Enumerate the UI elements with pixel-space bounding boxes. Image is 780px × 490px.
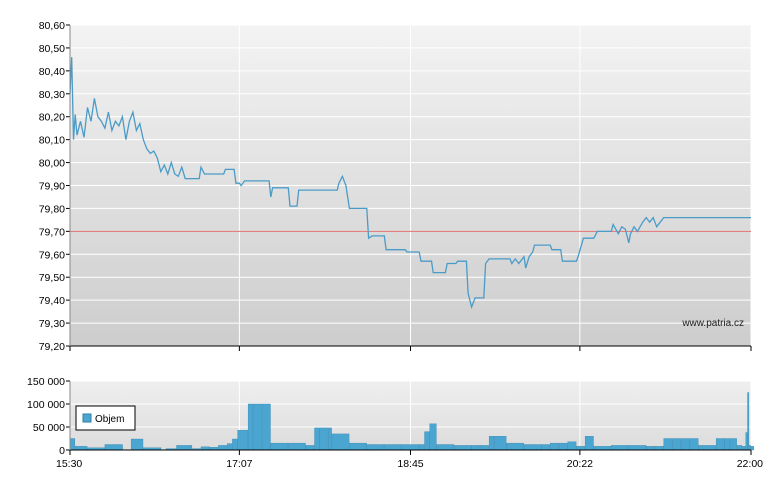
volume-bar: [314, 427, 320, 451]
volume-bar: [611, 445, 629, 451]
volume-bar: [480, 445, 489, 451]
watermark: www.patria.cz: [681, 318, 744, 329]
volume-bar: [523, 444, 542, 451]
volume-bar: [654, 446, 664, 451]
volume-bar: [319, 427, 329, 451]
volume-bar: [729, 438, 737, 451]
volume-y-axis: 0 50 000 100 000 150 000: [27, 376, 70, 457]
volume-bar: [305, 445, 315, 451]
volume-bar: [698, 445, 716, 451]
volume-bar: [488, 436, 495, 451]
volume-bar: [270, 442, 289, 451]
volume-bar: [506, 442, 524, 451]
x-tick-label: 20:22: [567, 458, 593, 470]
volume-bar: [75, 446, 88, 451]
price-y-tick-label: 80,20: [39, 112, 65, 124]
volume-bar: [237, 430, 248, 451]
volume-bar: [541, 444, 551, 451]
price-grid: [69, 24, 752, 347]
volume-bar: [558, 442, 568, 451]
volume-bar: [288, 442, 306, 451]
volume-bar: [584, 436, 594, 451]
price-y-tick-label: 80,60: [39, 20, 65, 32]
volume-y-tick-label: 150 000: [27, 376, 65, 388]
volume-bar: [724, 438, 730, 451]
volume-bar: [253, 403, 262, 451]
price-y-tick-label: 79,50: [39, 272, 65, 284]
volume-bar: [628, 445, 647, 451]
x-tick-label: 18:45: [397, 458, 423, 470]
price-y-tick-label: 80,10: [39, 135, 65, 147]
volume-bar: [454, 445, 472, 451]
volume-bar: [494, 436, 507, 451]
volume-bar: [218, 445, 227, 451]
price-y-tick-label: 79,60: [39, 249, 65, 261]
price-y-tick-label: 79,30: [39, 318, 65, 330]
volume-bar: [567, 441, 577, 451]
volume-bar: [247, 403, 254, 451]
price-y-tick-label: 80,50: [39, 43, 65, 55]
volume-bar: [747, 392, 750, 451]
x-tick-label: 17:07: [226, 458, 252, 470]
volume-bar: [69, 438, 76, 451]
volume-bar: [749, 445, 751, 451]
volume-bar: [593, 446, 612, 451]
volume-bars: [69, 392, 754, 451]
volume-bar: [681, 438, 690, 451]
volume-bar: [366, 444, 385, 451]
volume-bar: [176, 445, 193, 451]
price-series-line: [69, 57, 751, 310]
legend-label: Objem: [95, 414, 124, 425]
volume-bar: [736, 445, 743, 451]
volume-bar: [227, 443, 233, 451]
price-y-tick-label: 79,40: [39, 295, 65, 307]
volume-bar: [104, 444, 123, 451]
volume-y-tick-label: 0: [59, 445, 65, 457]
volume-bar: [689, 438, 699, 451]
price-y-tick-label: 79,80: [39, 203, 65, 215]
volume-bar: [550, 442, 559, 451]
volume-bar: [742, 446, 746, 451]
price-y-axis: 79,20 79,30 79,40 79,50 79,60 79,70 79,80 79,90…: [39, 20, 70, 353]
price-y-tick-label: 79,20: [39, 341, 65, 353]
volume-y-tick-label: 50 000: [33, 422, 65, 434]
volume-bar: [424, 431, 430, 451]
volume-bar: [745, 432, 748, 451]
volume-bar: [232, 438, 238, 451]
x-tick-label: 22:00: [737, 458, 763, 470]
volume-bar: [384, 444, 402, 451]
volume-bar: [328, 427, 332, 451]
price-x-ticks: [69, 346, 752, 351]
volume-bar: [401, 444, 420, 451]
price-y-tick-label: 80,00: [39, 158, 65, 170]
volume-bar: [750, 446, 754, 451]
x-tick-label: 15:30: [56, 458, 82, 470]
volume-bar: [130, 438, 144, 451]
volume-legend: Objem: [75, 405, 136, 431]
volume-bar: [471, 445, 481, 451]
price-y-tick-label: 79,90: [39, 181, 65, 193]
price-y-tick-label: 79,70: [39, 226, 65, 238]
volume-bar: [419, 444, 425, 451]
legend-swatch: [82, 413, 92, 423]
volume-y-tick-label: 100 000: [27, 399, 65, 411]
volume-bar: [576, 446, 585, 451]
volume-x-axis-labels: 15:30 17:07 18:45 20:22 22:00: [56, 450, 763, 470]
price-y-tick-label: 80,30: [39, 89, 65, 101]
volume-bar: [349, 442, 367, 451]
volume-bar: [261, 403, 271, 451]
volume-bar: [715, 438, 725, 451]
price-y-tick-label: 80,40: [39, 66, 65, 78]
volume-bar: [672, 438, 681, 451]
volume-bar: [331, 433, 350, 451]
volume-bar: [436, 444, 455, 451]
volume-bar: [663, 438, 673, 451]
volume-bar: [429, 423, 437, 451]
volume-bar: [646, 446, 655, 451]
